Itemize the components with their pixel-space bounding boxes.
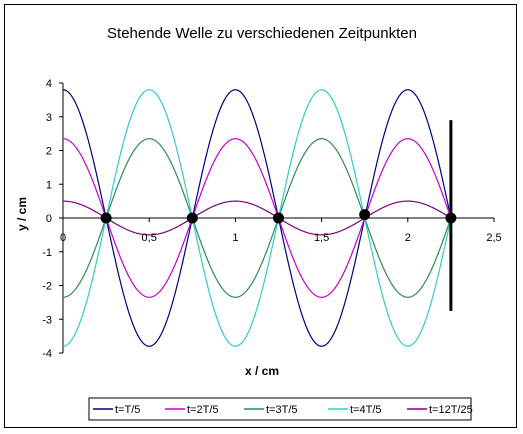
x-tick-label: 0,5 <box>142 232 157 244</box>
chart-title: Stehende Welle zu verschiedenen Zeitpunk… <box>107 25 417 42</box>
y-tick-label: 4 <box>46 78 52 90</box>
legend-label-3: t=3T/5 <box>266 404 298 416</box>
series-line-5 <box>63 200 452 236</box>
y-tick-label: -2 <box>42 281 52 293</box>
y-tick-label: -3 <box>42 314 52 326</box>
series-line-3 <box>62 138 452 298</box>
x-tick-label: 2 <box>405 232 411 244</box>
y-axis-label: y / cm <box>15 197 29 231</box>
chart-svg: Stehende Welle zu verschiedenen Zeitpunk… <box>15 25 502 421</box>
y-tick-label: 1 <box>46 179 52 191</box>
node-point <box>273 212 284 224</box>
series-line-2 <box>62 138 452 298</box>
y-tick-label: 0 <box>46 213 52 225</box>
y-tick-label: 2 <box>46 146 52 158</box>
node-point <box>445 212 457 224</box>
chart-frame: Stehende Welle zu verschiedenen Zeitpunk… <box>4 4 517 428</box>
x-tick-label: 1 <box>232 232 238 244</box>
x-axis-label: x / cm <box>245 364 279 378</box>
legend-label-2: t=2T/5 <box>187 404 219 416</box>
legend-label-1: t=T/5 <box>115 404 140 416</box>
legend-box <box>88 397 472 421</box>
node-point <box>359 209 371 221</box>
legend: t=T/5 t=2T/5 t=3T/5 t=4T/5 t=12T/25 <box>88 397 473 421</box>
x-tick-label: 2,5 <box>486 232 501 244</box>
series-line-1 <box>62 89 452 347</box>
x-tick-label: 0 <box>60 232 66 244</box>
tick-labels: 4 3 2 1 0 -1 -2 -3 -4 0 0,5 1 1,5 2 2,5 <box>42 78 501 360</box>
y-tick-label: -4 <box>42 348 52 360</box>
legend-label-4: t=4T/5 <box>350 404 382 416</box>
node-point <box>100 212 112 224</box>
series-group <box>62 89 452 347</box>
legend-label-5: t=12T/25 <box>429 404 473 416</box>
node-point <box>186 212 198 224</box>
y-tick-label: -1 <box>42 247 52 259</box>
annotations <box>100 120 457 311</box>
series-line-4 <box>62 89 452 347</box>
y-tick-label: 3 <box>46 112 52 124</box>
x-tick-label: 1,5 <box>314 232 329 244</box>
